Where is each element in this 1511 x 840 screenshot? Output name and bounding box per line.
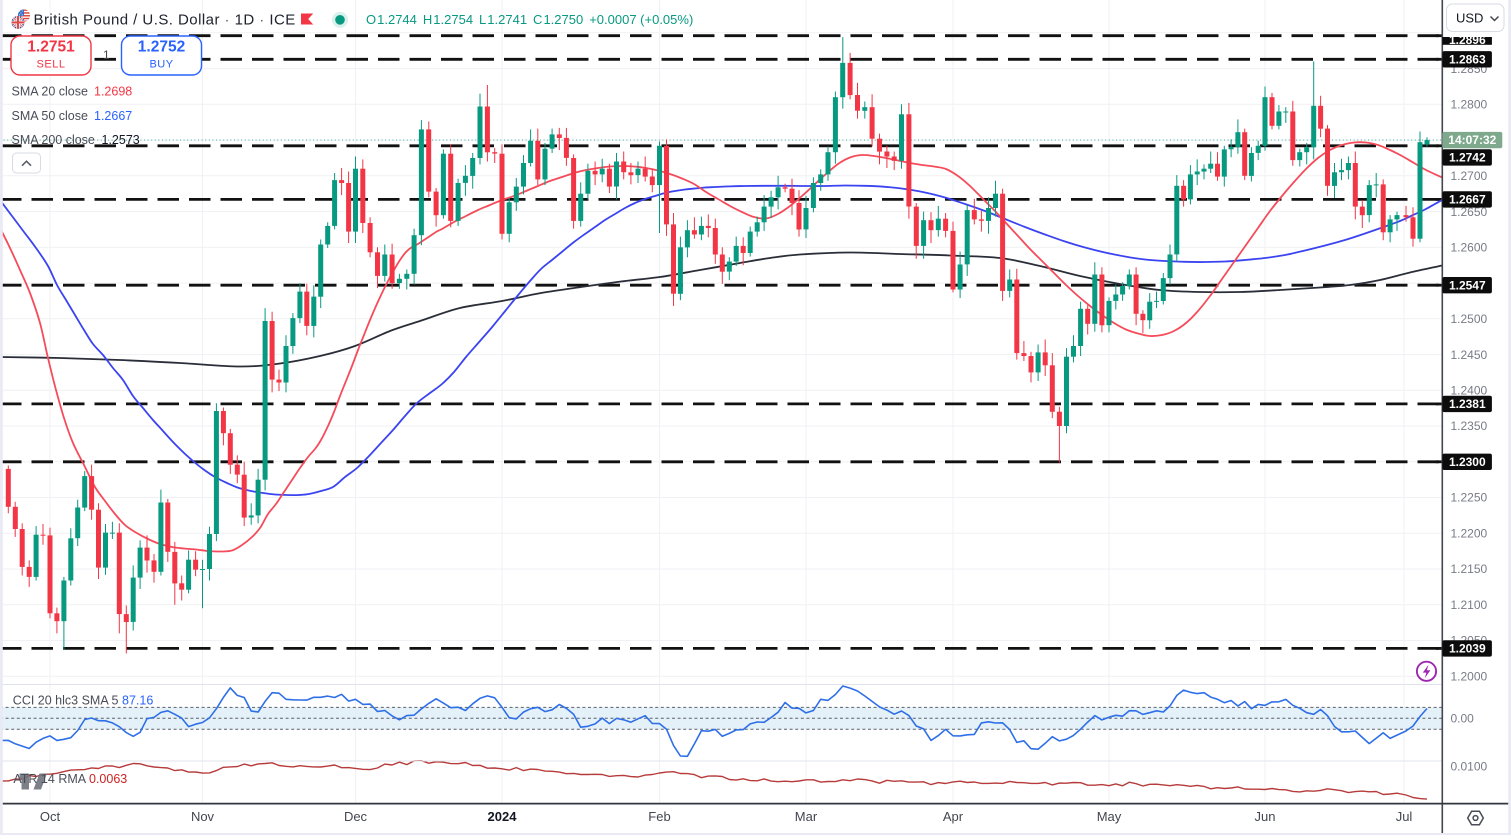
svg-text:1.2700: 1.2700: [1451, 169, 1488, 183]
svg-text:1.2000: 1.2000: [1451, 670, 1488, 684]
svg-text:1.2600: 1.2600: [1451, 241, 1488, 255]
svg-text:1.2150: 1.2150: [1451, 562, 1488, 576]
svg-text:1.2667: 1.2667: [1449, 193, 1486, 207]
svg-text:May: May: [1097, 809, 1122, 824]
svg-text:1.2350: 1.2350: [1451, 419, 1488, 433]
svg-text:1: 1: [103, 48, 110, 62]
svg-text:0.00: 0.00: [1451, 712, 1475, 726]
svg-text:14:07:32: 14:07:32: [1448, 133, 1496, 147]
svg-text:SMA 50 close: SMA 50 close: [12, 109, 88, 123]
svg-text:1.2800: 1.2800: [1451, 98, 1488, 112]
svg-text:1.2039: 1.2039: [1449, 642, 1486, 656]
svg-text:1.2752: 1.2752: [138, 38, 185, 55]
svg-text:1.2667: 1.2667: [94, 109, 132, 123]
svg-text:Nov: Nov: [191, 809, 215, 824]
svg-text:1.2200: 1.2200: [1451, 527, 1488, 541]
svg-text:1.2400: 1.2400: [1451, 384, 1488, 398]
svg-text:0.0063: 0.0063: [89, 772, 127, 786]
svg-text:Jun: Jun: [1255, 809, 1276, 824]
svg-text:CCI 20 hlc3 SMA 5: CCI 20 hlc3 SMA 5: [13, 694, 119, 708]
svg-text:1.2450: 1.2450: [1451, 348, 1488, 362]
svg-text:Apr: Apr: [943, 809, 964, 824]
svg-text:1.2573: 1.2573: [102, 133, 140, 147]
svg-text:1.2500: 1.2500: [1451, 312, 1488, 326]
svg-text:1.2250: 1.2250: [1451, 491, 1488, 505]
svg-text:Jul: Jul: [1396, 809, 1413, 824]
svg-text:BUY: BUY: [149, 59, 173, 71]
svg-text:SELL: SELL: [37, 59, 66, 71]
svg-text:Oct: Oct: [40, 809, 61, 824]
svg-text:USD: USD: [1456, 11, 1483, 26]
svg-text:1.2698: 1.2698: [94, 84, 132, 98]
svg-text:SMA 20 close: SMA 20 close: [12, 84, 88, 98]
svg-text:SMA 200 close: SMA 200 close: [12, 133, 95, 147]
svg-text:1.2300: 1.2300: [1449, 455, 1486, 469]
svg-text:1.2100: 1.2100: [1451, 598, 1488, 612]
svg-text:1.2742: 1.2742: [1449, 151, 1486, 165]
svg-text:1.2381: 1.2381: [1449, 397, 1486, 411]
svg-text:0.0100: 0.0100: [1451, 759, 1488, 773]
svg-text:British Pound / U.S. Dollar ·: British Pound / U.S. Dollar · 1D · ICE: [34, 11, 296, 28]
svg-text:1.2751: 1.2751: [27, 38, 75, 55]
svg-text:1.2547: 1.2547: [1449, 279, 1486, 293]
svg-text:Dec: Dec: [344, 809, 368, 824]
svg-text:1.2863: 1.2863: [1449, 53, 1486, 67]
svg-text:ATR 14 RMA: ATR 14 RMA: [13, 772, 86, 786]
svg-text:Feb: Feb: [648, 809, 670, 824]
svg-text:2024: 2024: [488, 809, 518, 824]
svg-text:87.16: 87.16: [122, 694, 153, 708]
svg-text:Mar: Mar: [795, 809, 818, 824]
